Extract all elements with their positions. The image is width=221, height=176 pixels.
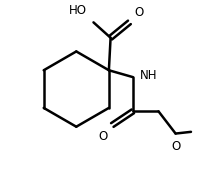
- Text: O: O: [171, 140, 180, 153]
- Text: HO: HO: [69, 4, 87, 17]
- Text: NH: NH: [140, 69, 157, 82]
- Text: O: O: [135, 6, 144, 19]
- Text: O: O: [98, 130, 107, 143]
